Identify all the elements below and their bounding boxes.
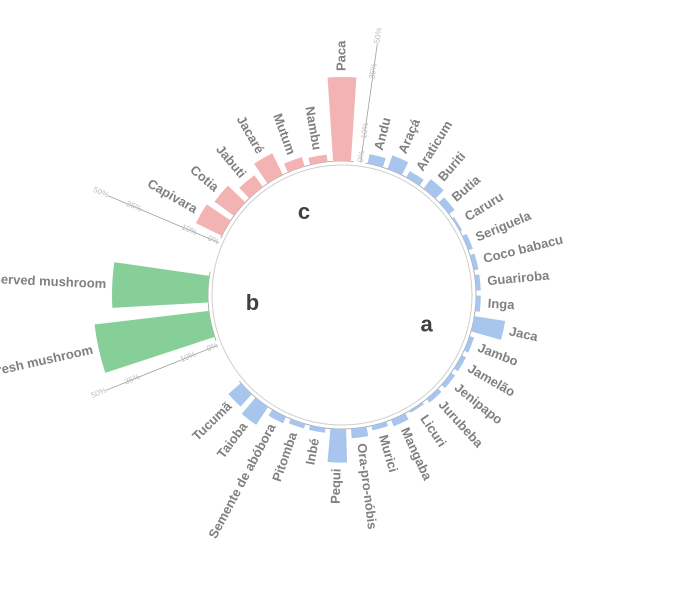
group-label-b: b [246, 290, 259, 315]
bar-a-23 [242, 397, 268, 424]
circular-bar-chart: 0%10%35%50%AnduAraçáAraticumBuritiButiaC… [0, 0, 685, 608]
bar-a-0 [368, 154, 386, 167]
bar-label: Jambo [476, 340, 521, 369]
bar-label: Pitomba [269, 429, 300, 483]
bar-c-6 [328, 77, 357, 161]
bar-label: Cotia [187, 162, 222, 195]
bar-label: Paca [333, 40, 348, 71]
bar-a-17 [371, 421, 388, 430]
scale-tick-label: 35% [367, 63, 378, 80]
bar-a-16 [391, 413, 409, 426]
bar-a-15 [410, 402, 424, 413]
bar-a-8 [475, 274, 481, 290]
scale-tick-label: 35% [125, 199, 143, 214]
bar-label: Jacaré [234, 113, 268, 156]
bar-a-6 [462, 234, 473, 251]
bar-label: Ora-pro-nóbis [354, 442, 380, 530]
bar-label: Nambu [302, 105, 324, 151]
bar-label: Capivara [145, 176, 201, 217]
bar-c-3 [254, 153, 283, 183]
bar-label: Mutum [270, 111, 299, 156]
bar-label: Pequi [328, 468, 344, 504]
bar-label: Jabuti [213, 142, 249, 181]
scale-tick-label: 50% [92, 185, 110, 200]
bar-b-1 [112, 262, 209, 308]
bar-c-1 [215, 186, 246, 216]
bar-a-13 [441, 373, 455, 388]
bar-label: Inga [487, 296, 515, 313]
bar-label: Andu [371, 116, 394, 152]
bar-a-14 [426, 389, 441, 403]
scale-tick-label: 10% [179, 350, 197, 364]
group-label-c: c [298, 199, 310, 224]
bar-label: Butia [449, 172, 484, 205]
bar-label: Jaca [508, 323, 540, 344]
bar-label: Guariroba [487, 268, 551, 289]
bar-label: Buriti [435, 149, 469, 185]
scale-tick-label: 50% [90, 386, 108, 400]
bar-label: Inbé [302, 437, 322, 466]
bar-a-10 [471, 316, 505, 340]
bar-a-24 [228, 383, 252, 407]
scale-tick-label: 0% [356, 150, 367, 163]
bar-a-1 [388, 155, 409, 175]
scale-tick-label: 50% [373, 27, 384, 44]
scale-tick-label: 0% [206, 234, 220, 247]
bar-a-11 [464, 336, 474, 353]
bar-a-7 [470, 254, 478, 271]
bar-a-5 [452, 217, 462, 232]
bar-label: Araçá [395, 116, 423, 156]
scale-tick-label: 0% [205, 341, 219, 354]
bar-label: Taioba [214, 419, 251, 461]
bar-c-4 [284, 157, 305, 172]
bar-label: Preserved mushroom [0, 270, 107, 291]
scale-tick-label: 10% [359, 122, 370, 139]
bar-label: Licuri [417, 412, 449, 450]
bar-a-21 [289, 419, 306, 429]
bar-a-20 [309, 425, 326, 433]
bar-b-0 [95, 311, 215, 373]
bar-label: Fresh mushroom [0, 342, 94, 380]
scale-tick-label: 10% [180, 223, 198, 238]
scale-tick-label: 35% [123, 372, 141, 386]
bar-label: Murici [376, 433, 401, 474]
bar-a-19 [328, 429, 348, 463]
group-label-a: a [420, 312, 433, 337]
